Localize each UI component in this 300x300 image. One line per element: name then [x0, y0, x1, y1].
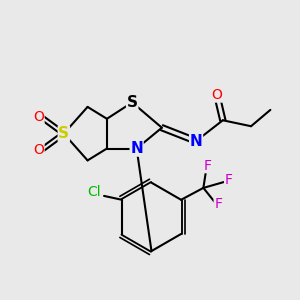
- Text: S: S: [58, 126, 69, 141]
- Text: F: F: [225, 173, 232, 188]
- Text: F: F: [204, 159, 212, 172]
- Text: Cl: Cl: [87, 185, 100, 200]
- Text: N: N: [190, 134, 202, 148]
- Text: O: O: [212, 88, 222, 102]
- Text: O: O: [33, 143, 44, 157]
- Text: S: S: [127, 95, 138, 110]
- Text: N: N: [130, 141, 143, 156]
- Text: O: O: [33, 110, 44, 124]
- Text: F: F: [214, 197, 222, 211]
